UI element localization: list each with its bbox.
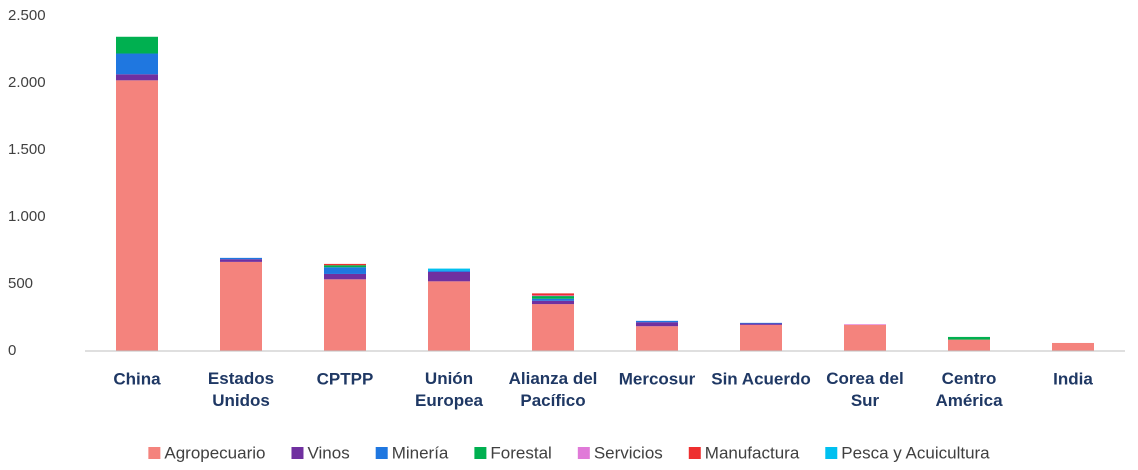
legend-label: Manufactura bbox=[705, 443, 800, 462]
legend: Agropecuario Vinos Minería Forestal Servicio… bbox=[148, 443, 990, 462]
bar-segment bbox=[1052, 342, 1094, 351]
legend-label: Servicios bbox=[594, 443, 663, 462]
bar-segment bbox=[740, 324, 782, 351]
bar-segment bbox=[740, 323, 782, 325]
x-tick-label: China bbox=[113, 369, 161, 388]
y-tick-label: 0 bbox=[8, 342, 16, 359]
bar-segment bbox=[740, 322, 782, 324]
x-tick-label: Centro América bbox=[935, 369, 1003, 410]
x-tick-label: Alianza del Pacífico bbox=[509, 369, 598, 410]
bar-segment bbox=[116, 53, 158, 75]
x-tick-label: Sin Acuerdo bbox=[711, 369, 811, 388]
x-tick-label: Estados Unidos bbox=[208, 369, 274, 410]
x-tick-label: Mercosur bbox=[619, 369, 696, 388]
bar-segment bbox=[532, 296, 574, 299]
x-tick-label: India bbox=[1053, 369, 1093, 388]
y-tick-label: 1.500 bbox=[8, 141, 46, 158]
bar-segment bbox=[532, 300, 574, 305]
bar-segment bbox=[324, 263, 366, 266]
legend-label: Forestal bbox=[490, 443, 551, 462]
y-tick-label: 2.000 bbox=[8, 74, 46, 91]
bar-segment bbox=[116, 36, 158, 54]
legend-label: Pesca y Acuicultura bbox=[841, 443, 990, 462]
legend-swatch bbox=[825, 447, 838, 459]
legend-label: Agropecuario bbox=[164, 443, 265, 462]
bar-segment bbox=[324, 267, 366, 274]
bar-segment bbox=[324, 279, 366, 351]
y-tick-label: 500 bbox=[8, 275, 33, 292]
bar-segment bbox=[948, 339, 990, 351]
bar-segment bbox=[532, 295, 574, 297]
legend-label: Vinos bbox=[307, 443, 349, 462]
bar-segment bbox=[220, 261, 262, 351]
x-tick-label: CPTPP bbox=[317, 369, 374, 388]
bar-segment bbox=[220, 257, 262, 260]
bar-segment bbox=[532, 304, 574, 351]
legend-swatch bbox=[688, 447, 701, 459]
bar-segment bbox=[532, 293, 574, 296]
bar-segment bbox=[844, 324, 886, 351]
bar-segment bbox=[636, 322, 678, 327]
bar-segment bbox=[116, 80, 158, 351]
legend-label: Minería bbox=[392, 443, 449, 462]
bar-segment bbox=[428, 271, 470, 282]
bar-segment bbox=[324, 273, 366, 280]
y-tick-label: 1.000 bbox=[8, 208, 46, 225]
x-tick-label: Corea del Sur bbox=[826, 369, 903, 410]
bar-segment bbox=[428, 270, 470, 272]
x-tick-label: Unión Europea bbox=[415, 369, 484, 410]
bar-segment bbox=[532, 298, 574, 301]
legend-swatch bbox=[474, 447, 487, 459]
bar-segment bbox=[844, 324, 886, 325]
bar-segment bbox=[428, 281, 470, 351]
bar-segment bbox=[116, 74, 158, 81]
legend-swatch bbox=[291, 447, 304, 459]
legend-swatch bbox=[375, 447, 388, 459]
bar-segment bbox=[948, 336, 990, 340]
bar-segment bbox=[428, 268, 470, 271]
bar-segment bbox=[636, 320, 678, 323]
bar-segment bbox=[636, 326, 678, 351]
y-tick-label: 2.500 bbox=[8, 7, 46, 24]
legend-swatch bbox=[577, 447, 590, 459]
legend-swatch bbox=[148, 447, 161, 459]
bar-segment bbox=[220, 259, 262, 262]
bar-segment bbox=[324, 265, 366, 268]
